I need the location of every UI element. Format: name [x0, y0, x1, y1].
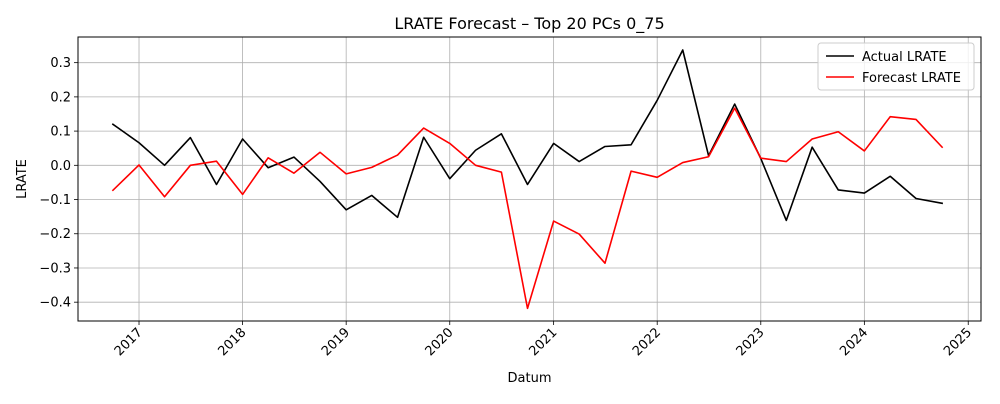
y-tick-label: 0.3 — [50, 56, 71, 71]
x-tick-label: 2021 — [526, 325, 560, 359]
plot-area — [77, 36, 982, 322]
legend-label-actual: Actual LRATE — [862, 50, 947, 65]
x-tick-label: 2020 — [423, 325, 457, 359]
x-tick-label: 2024 — [837, 325, 871, 359]
x-tick-label: 2025 — [941, 325, 975, 359]
y-tick-label: −0.1 — [39, 193, 71, 208]
y-tick-label: −0.2 — [39, 227, 71, 242]
x-tick-label: 2019 — [319, 325, 353, 359]
x-axis-label: Datum — [508, 371, 552, 386]
x-tick-label: 2022 — [630, 325, 664, 359]
series-line-forecast — [111, 107, 944, 310]
legend-label-forecast: Forecast LRATE — [862, 71, 961, 86]
series-line-actual — [111, 49, 944, 222]
chart-title: LRATE Forecast – Top 20 PCs 0_75 — [394, 14, 664, 34]
legend: Actual LRATE Forecast LRATE — [817, 42, 975, 91]
y-tick-label: −0.4 — [39, 296, 71, 311]
x-tick-label: 2018 — [215, 325, 249, 359]
y-tick-label: 0.1 — [50, 125, 71, 140]
x-tick-label: 2017 — [112, 325, 146, 359]
y-tick-label: 0.0 — [50, 159, 71, 174]
y-axis-label: LRATE — [15, 159, 30, 199]
y-tick-label: 0.2 — [50, 90, 71, 105]
x-tick-label: 2023 — [734, 325, 768, 359]
y-tick-label: −0.3 — [39, 261, 71, 276]
legend-box — [817, 42, 975, 91]
